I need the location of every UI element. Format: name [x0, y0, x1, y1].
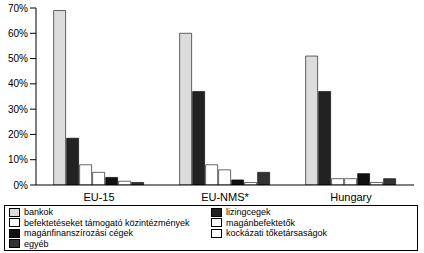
html-text:befektetéseket támogató közint: befektetéseket támogató közintézmények: [24, 217, 190, 228]
svg-text:60%: 60%: [8, 28, 28, 39]
html-text:magánfinanszírozási cégek: magánfinanszírozási cégek: [24, 228, 134, 238]
svg-text:10%: 10%: [8, 154, 28, 165]
svg-text:Hungary: Hungary: [330, 191, 372, 203]
svg-text:EU-NMS*: EU-NMS*: [201, 191, 249, 203]
svg-text:40%: 40%: [8, 78, 28, 89]
html-text:egyéb: egyéb: [24, 238, 49, 249]
html-text:lizingcegek: lizingcegek: [226, 207, 271, 217]
svg-text:0%: 0%: [14, 180, 29, 191]
svg-text:50%: 50%: [8, 53, 28, 64]
svg-text:30%: 30%: [8, 104, 28, 115]
html-text:bankok: bankok: [24, 207, 53, 217]
html-text:magánbefektetők: magánbefektetők: [226, 217, 295, 228]
svg-text:EU-15: EU-15: [83, 191, 114, 203]
svg-text:70%: 70%: [8, 3, 28, 14]
svg-text:20%: 20%: [8, 129, 28, 140]
html-text:kockázati tőketársaságok: kockázati tőketársaságok: [226, 228, 328, 238]
